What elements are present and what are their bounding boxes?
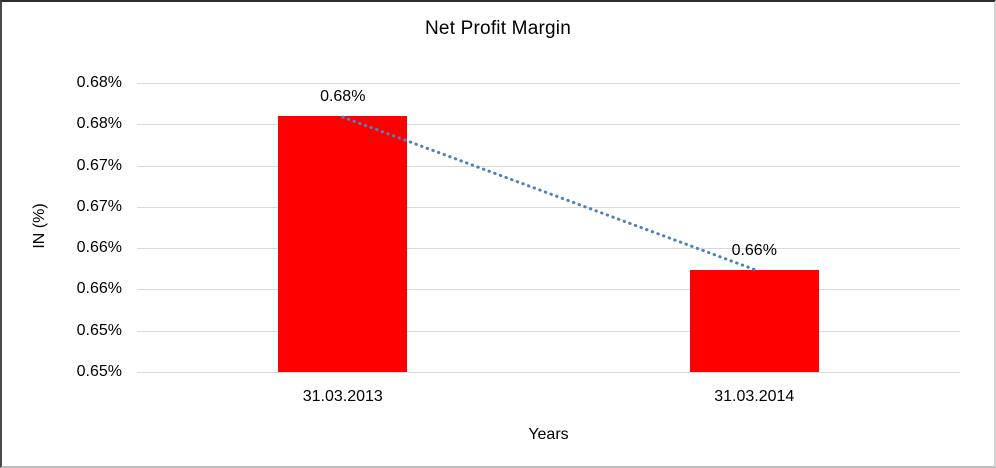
gridline — [137, 83, 960, 84]
y-tick-label: 0.67% — [76, 156, 122, 174]
gridline — [137, 165, 960, 167]
x-axis-title: Years — [528, 426, 569, 443]
y-axis-title: IN (%) — [31, 203, 48, 249]
y-tick-label: 0.65% — [76, 321, 122, 339]
gridline — [137, 330, 960, 332]
bar-31.03.2013 — [278, 116, 408, 372]
chart-title: Net Profit Margin — [425, 18, 571, 39]
gridline — [137, 124, 960, 126]
bar-data-label: 0.68% — [320, 88, 366, 106]
gridline — [137, 289, 960, 291]
gridline — [137, 248, 960, 250]
y-tick-label: 0.66% — [76, 280, 122, 298]
x-tick-label: 31.03.2013 — [302, 388, 383, 405]
gridline — [137, 206, 960, 208]
y-tick-label: 0.67% — [76, 197, 122, 215]
y-tick-label: 0.68% — [76, 74, 122, 91]
bar-31.03.2014 — [689, 270, 819, 372]
x-tick-label: 31.03.2014 — [714, 388, 795, 405]
y-tick-label: 0.66% — [76, 239, 122, 257]
gridline — [137, 372, 960, 373]
y-tick-label: 0.68% — [76, 115, 122, 133]
y-tick-label: 0.65% — [76, 363, 122, 380]
bar-data-label: 0.66% — [731, 242, 777, 260]
